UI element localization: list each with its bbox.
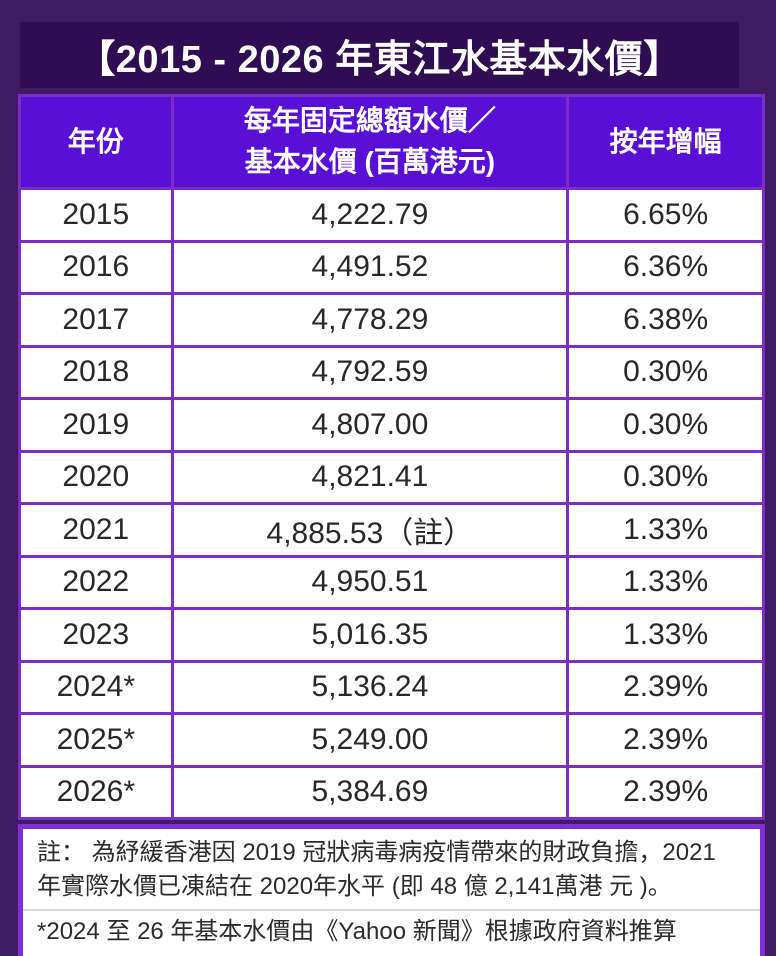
growth-cell: 1.33% <box>566 607 765 663</box>
column-header-growth: 按年增幅 <box>566 94 765 190</box>
year-cell: 2026* <box>18 764 174 820</box>
growth-cell: 6.38% <box>566 292 765 348</box>
price-cell: 4,778.29 <box>170 292 570 348</box>
year-cell: 2022 <box>18 554 174 610</box>
price-cell: 4,222.79 <box>170 187 570 243</box>
price-cell: 4,491.52 <box>170 239 570 295</box>
growth-cell: 1.33% <box>566 554 765 610</box>
footnote-text: *2024 至 26 年基本水價由《Yahoo 新聞》根據政府資料推算 <box>37 918 677 946</box>
price-cell: 4,885.53（註） <box>170 502 570 558</box>
year-cell: 2018 <box>18 344 174 400</box>
column-header-price: 每年固定總額水價／ 基本水價 (百萬港元) <box>170 94 570 190</box>
column-header-growth-label: 按年增幅 <box>609 125 722 157</box>
header-row: 年份 每年固定總額水價／ 基本水價 (百萬港元) 按年增幅 <box>18 94 765 190</box>
growth-cell: 2.39% <box>566 764 765 820</box>
price-cell: 4,792.59 <box>170 344 570 400</box>
table-row: 2025* 5,249.00 2.39% <box>18 712 765 768</box>
growth-cell: 0.30% <box>566 449 765 505</box>
table-row: 2016 4,491.52 6.36% <box>18 239 765 295</box>
year-cell: 2015 <box>18 187 174 243</box>
year-cell: 2023 <box>18 607 174 663</box>
year-cell: 2019 <box>18 397 174 453</box>
table-row: 2020 4,821.41 0.30% <box>18 449 765 505</box>
table-row: 2015 4,222.79 6.65% <box>18 187 765 243</box>
growth-cell: 1.33% <box>566 502 765 558</box>
table-row: 2019 4,807.00 0.30% <box>18 397 765 453</box>
column-header-price-line1: 每年固定總額水價／ <box>243 105 496 137</box>
table-row: 2023 5,016.35 1.33% <box>18 607 765 663</box>
title-bar: 【2015 - 2026 年東江水基本水價】 <box>20 22 739 88</box>
growth-cell: 0.30% <box>566 344 765 400</box>
price-cell: 5,016.35 <box>170 607 570 663</box>
growth-cell: 0.30% <box>566 397 765 453</box>
table-row: 2021 4,885.53（註） 1.33% <box>18 502 765 558</box>
column-header-year-label: 年份 <box>67 125 124 157</box>
price-table-wrapper: 年份 每年固定總額水價／ 基本水價 (百萬港元) 按年增幅 2015 4,222… <box>18 94 765 820</box>
price-cell: 4,821.41 <box>170 449 570 505</box>
growth-cell: 6.65% <box>566 187 765 243</box>
notes-box: 註： 為紓緩香港因 2019 冠狀病毒病疫情帶來的財政負擔，2021 年實際水價… <box>18 824 765 956</box>
price-cell: 4,950.51 <box>170 554 570 610</box>
price-cell: 5,249.00 <box>170 712 570 768</box>
year-cell: 2024* <box>18 659 174 715</box>
price-cell: 5,384.69 <box>170 764 570 820</box>
table-row: 2024* 5,136.24 2.39% <box>18 659 765 715</box>
year-cell: 2021 <box>18 502 174 558</box>
year-cell: 2020 <box>18 449 174 505</box>
page-title: 【2015 - 2026 年東江水基本水價】 <box>77 38 682 81</box>
price-cell: 5,136.24 <box>170 659 570 715</box>
table-row: 2026* 5,384.69 2.39% <box>18 764 765 820</box>
column-header-price-line2: 基本水價 (百萬港元) <box>244 146 496 177</box>
table-row: 2022 4,950.51 1.33% <box>18 554 765 610</box>
table-row: 2017 4,778.29 6.38% <box>18 292 765 348</box>
growth-cell: 2.39% <box>566 712 765 768</box>
table-row: 2018 4,792.59 0.30% <box>18 344 765 400</box>
column-header-year: 年份 <box>18 94 174 190</box>
year-cell: 2017 <box>18 292 174 348</box>
price-cell: 4,807.00 <box>170 397 570 453</box>
price-table: 年份 每年固定總額水價／ 基本水價 (百萬港元) 按年增幅 2015 4,222… <box>18 94 765 820</box>
growth-cell: 2.39% <box>566 659 765 715</box>
year-cell: 2016 <box>18 239 174 295</box>
growth-cell: 6.36% <box>566 239 765 295</box>
note-text: 註： 為紓緩香港因 2019 冠狀病毒病疫情帶來的財政負擔，2021 年實際水價… <box>23 829 760 912</box>
year-cell: 2025* <box>18 712 174 768</box>
